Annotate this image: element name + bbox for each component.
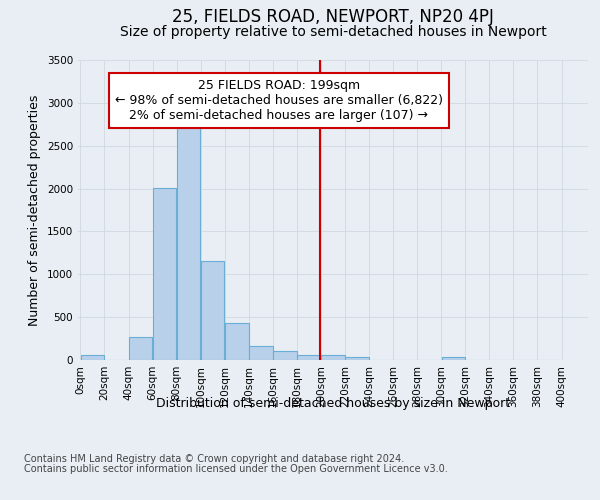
Text: 25, FIELDS ROAD, NEWPORT, NP20 4PJ: 25, FIELDS ROAD, NEWPORT, NP20 4PJ — [172, 8, 494, 26]
Bar — [225, 323, 248, 360]
Text: 25 FIELDS ROAD: 199sqm
← 98% of semi-detached houses are smaller (6,822)
2% of s: 25 FIELDS ROAD: 199sqm ← 98% of semi-det… — [115, 79, 443, 122]
Bar — [81, 356, 104, 360]
Bar — [249, 346, 272, 360]
Bar — [297, 356, 320, 360]
Y-axis label: Number of semi-detached properties: Number of semi-detached properties — [28, 94, 41, 326]
Bar — [273, 352, 296, 360]
Bar — [442, 358, 465, 360]
Bar — [201, 262, 224, 360]
Text: Contains public sector information licensed under the Open Government Licence v3: Contains public sector information licen… — [24, 464, 448, 474]
Text: Size of property relative to semi-detached houses in Newport: Size of property relative to semi-detach… — [119, 25, 547, 39]
Text: Distribution of semi-detached houses by size in Newport: Distribution of semi-detached houses by … — [156, 398, 510, 410]
Bar — [346, 358, 369, 360]
Bar — [321, 356, 345, 360]
Bar — [177, 127, 200, 360]
Bar — [129, 337, 152, 360]
Text: Contains HM Land Registry data © Crown copyright and database right 2024.: Contains HM Land Registry data © Crown c… — [24, 454, 404, 464]
Bar — [153, 188, 176, 360]
